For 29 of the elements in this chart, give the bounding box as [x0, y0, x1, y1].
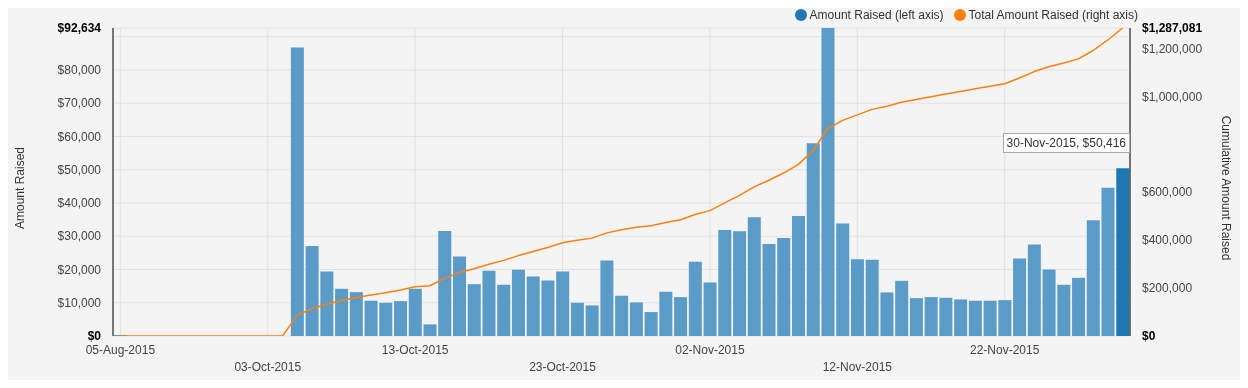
y2-tick-label: $400,000 [1142, 233, 1193, 248]
y2-tick-label: $1,200,000 [1142, 41, 1203, 56]
y-tick-label: $30,000 [57, 229, 102, 244]
x-tick-label: 05-Aug-2015 [85, 343, 156, 357]
x-tick-label: 03-Oct-2015 [234, 360, 302, 374]
y-tick-label: $0 [87, 329, 102, 343]
annotation: 30-Nov-2015, $50,416 [1002, 133, 1130, 153]
y2-tick-label: $1,287,081 [1142, 21, 1203, 35]
y2-tick-label: $200,000 [1142, 281, 1193, 296]
x-tick-label: 23-Oct-2015 [529, 360, 597, 374]
y-tick-label: $80,000 [57, 63, 102, 78]
y-tick-label: $60,000 [57, 129, 102, 144]
x-tick-label: 13-Oct-2015 [381, 343, 449, 357]
x-tick-label: 02-Nov-2015 [675, 343, 745, 357]
y2-tick-label: $0 [1142, 329, 1156, 343]
y-tick-label: $70,000 [57, 96, 102, 111]
y-tick-label: $92,634 [57, 21, 102, 35]
y-tick-label: $20,000 [57, 262, 102, 277]
y2-tick-label: $600,000 [1142, 185, 1193, 200]
y-tick-label: $40,000 [57, 196, 102, 210]
y2-axis-title: Cumulative Amount Raised [1219, 115, 1233, 261]
series-label: Amount Raised (left axis) [808, 8, 944, 22]
x-tick-label: 22-Nov-2015 [970, 343, 1040, 357]
legend-label: Total Amount Raised (right axis) [967, 8, 1138, 22]
x-tick-label: 12-Nov-2015 [822, 360, 893, 374]
y-tick-label: $10,000 [57, 295, 102, 310]
y-tick-label: $50,000 [57, 162, 102, 177]
y-axis-title: Amount Raised [13, 146, 27, 230]
y2-tick-label: $1,000,000 [1142, 89, 1203, 104]
